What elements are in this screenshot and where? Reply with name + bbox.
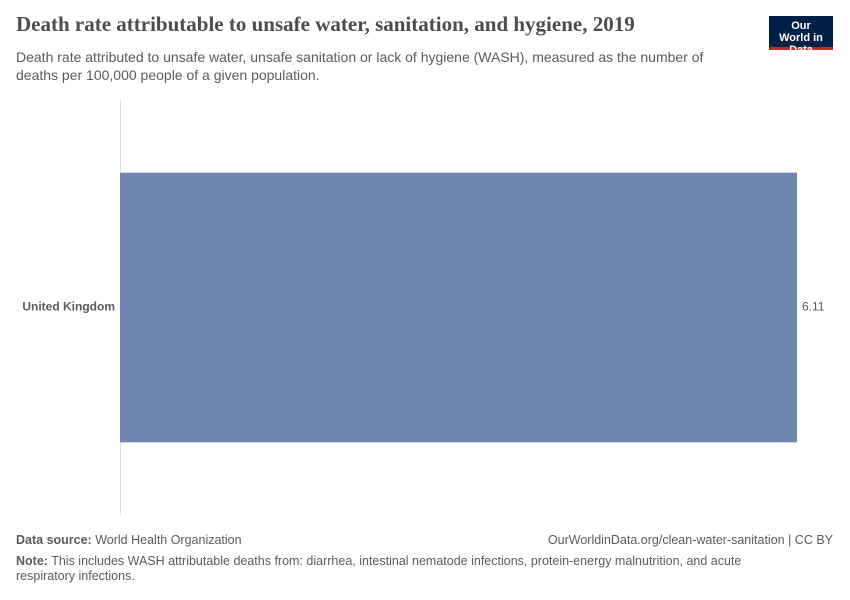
bar bbox=[120, 172, 797, 443]
chart-title: Death rate attributable to unsafe water,… bbox=[16, 12, 635, 36]
value-label: 6.11 bbox=[802, 300, 825, 314]
note: Note: This includes WASH attributable de… bbox=[16, 554, 796, 584]
category-label: United Kingdom bbox=[22, 300, 115, 314]
note-label: Note: bbox=[16, 554, 48, 568]
source-label: Data source: bbox=[16, 533, 92, 547]
url[interactable]: OurWorldinData.org/clean-water-sanitatio… bbox=[547, 533, 833, 547]
source-text[interactable]: World Health Organization bbox=[95, 533, 242, 547]
logo[interactable]: Our World in Data bbox=[769, 16, 833, 56]
note-text: This includes WASH attributable deaths f… bbox=[16, 554, 742, 583]
chart-subtitle: Death rate attributed to unsafe water, u… bbox=[16, 49, 704, 83]
source: Data source: World Health Organization bbox=[16, 533, 242, 547]
